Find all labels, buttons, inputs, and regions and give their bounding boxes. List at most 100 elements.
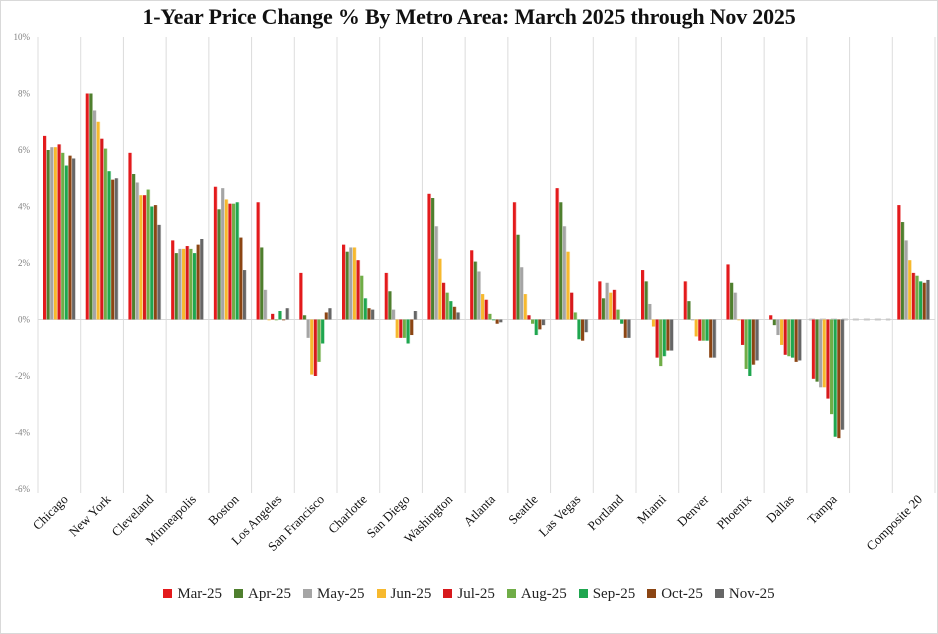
bar	[391, 309, 395, 320]
bar-shadow	[775, 319, 777, 326]
bar	[232, 203, 236, 320]
bar	[410, 319, 414, 336]
x-tick-label: Tampa	[804, 491, 840, 527]
y-tick-label: 2%	[18, 258, 31, 268]
bar-shadow	[619, 309, 621, 320]
bar	[470, 250, 474, 320]
bar-shadow	[747, 319, 749, 369]
bar	[363, 298, 367, 320]
bar-shadow	[502, 319, 503, 323]
bar-shadow	[327, 312, 329, 320]
bar	[267, 319, 271, 321]
bar-shadow	[779, 319, 781, 336]
x-tick-label: Boston	[205, 491, 242, 528]
bar-shadow	[708, 319, 710, 341]
bar	[705, 319, 709, 341]
legend-swatch	[506, 589, 516, 598]
bar	[531, 319, 535, 324]
bar-shadow	[266, 289, 268, 320]
bar	[239, 237, 243, 320]
bar-shadow	[117, 178, 119, 320]
bar-shadow	[259, 202, 261, 320]
legend-item: Nov-25	[714, 586, 775, 603]
bar	[481, 294, 485, 320]
bar	[100, 138, 104, 320]
bar	[200, 238, 204, 320]
bar	[811, 319, 815, 379]
bar	[641, 270, 644, 320]
bar-shadow	[733, 282, 734, 320]
bar	[274, 319, 278, 321]
bar	[299, 272, 303, 320]
x-tick-label: Chicago	[30, 492, 71, 533]
bar	[644, 281, 648, 320]
bar-shadow	[402, 319, 403, 338]
bar-shadow	[601, 281, 602, 320]
bar	[687, 301, 691, 320]
bar-shadow	[790, 319, 791, 357]
y-tick-label: 10%	[14, 32, 31, 42]
bar-shadow	[398, 319, 400, 338]
bar-shadow	[309, 319, 311, 338]
bar	[584, 319, 588, 333]
bar-shadow	[612, 292, 613, 320]
bar	[285, 308, 289, 320]
bar	[434, 226, 438, 320]
bar	[92, 110, 96, 320]
bar	[612, 289, 616, 320]
bar	[623, 319, 627, 338]
bar	[815, 319, 819, 382]
bar-shadow	[71, 155, 73, 320]
bar	[399, 319, 403, 338]
bar-shadow	[92, 93, 93, 320]
bar	[620, 319, 624, 324]
bar-shadow	[316, 319, 318, 376]
bar-shadow	[153, 206, 154, 320]
bar	[826, 319, 830, 399]
bar-shadow	[541, 319, 542, 330]
bar-shadow	[394, 309, 396, 320]
bar	[512, 202, 516, 320]
bar-shadow	[459, 312, 461, 320]
bar-shadow	[925, 282, 927, 320]
legend-swatch	[376, 589, 386, 598]
bar-shadow	[562, 202, 563, 320]
bar-shadow	[324, 319, 325, 344]
bar	[662, 319, 666, 357]
bar-shadow	[416, 311, 418, 320]
legend-item: Jul-25	[443, 586, 495, 603]
legend-swatch	[647, 589, 657, 598]
chart-title: 1-Year Price Change % By Metro Area: Mar…	[142, 4, 796, 29]
bar	[666, 319, 670, 351]
bar-shadow	[903, 222, 905, 320]
bar	[648, 303, 652, 320]
bar-shadow	[715, 319, 717, 358]
bar	[43, 135, 46, 320]
bar-shadow	[99, 121, 101, 320]
bar	[53, 147, 57, 320]
bar-shadow	[736, 292, 738, 320]
bar	[709, 319, 713, 358]
bar-shadow	[285, 319, 286, 321]
bar-shadow	[444, 282, 446, 320]
bar	[484, 299, 488, 320]
bar	[217, 209, 221, 320]
bar	[189, 248, 193, 320]
bar	[701, 319, 705, 341]
bar-shadow	[662, 319, 663, 367]
legend-swatch	[578, 589, 588, 598]
bar	[573, 312, 577, 320]
bar-shadow	[363, 275, 364, 320]
bar	[830, 319, 834, 415]
bar	[46, 150, 50, 320]
x-tick-label: Composite 20	[863, 492, 925, 554]
bar	[260, 247, 264, 320]
bar	[581, 319, 584, 341]
bar	[89, 93, 93, 320]
bar	[68, 155, 72, 320]
bar-shadow	[181, 248, 183, 320]
bar	[146, 189, 150, 320]
bar-shadow	[320, 319, 322, 362]
